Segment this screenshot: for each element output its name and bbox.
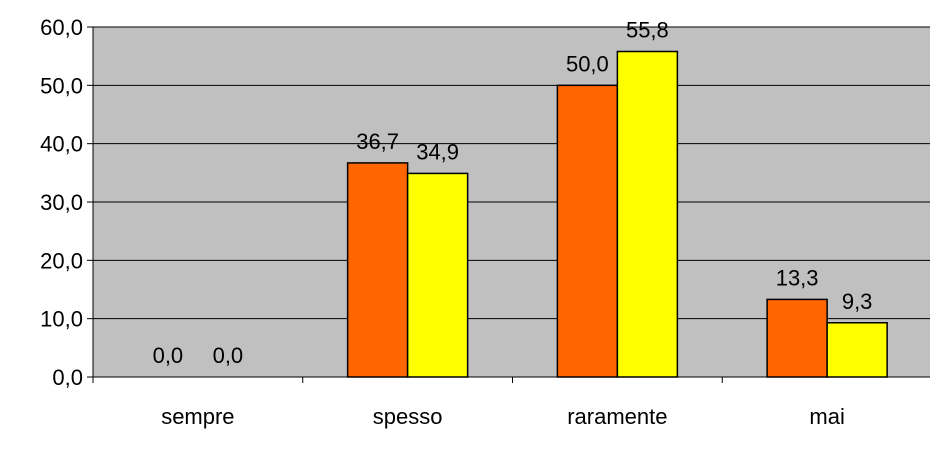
data-label: 0,0 bbox=[213, 343, 244, 368]
bar bbox=[406, 172, 469, 378]
gridlines bbox=[93, 26, 930, 320]
x-category-label: spesso bbox=[373, 404, 443, 429]
y-tick-label: 30,0 bbox=[40, 190, 83, 215]
x-tick-labels: sempre spesso raramente mai bbox=[161, 404, 845, 429]
data-label: 9,3 bbox=[842, 289, 873, 314]
data-label: 34,9 bbox=[416, 139, 459, 164]
x-category-label: mai bbox=[809, 404, 844, 429]
data-label: 0,0 bbox=[153, 343, 184, 368]
bar bbox=[616, 50, 679, 378]
y-tick-label: 20,0 bbox=[40, 248, 83, 273]
axes bbox=[87, 26, 930, 383]
y-tick-labels: 0,0 10,0 20,0 30,0 40,0 50,0 60,0 bbox=[40, 15, 83, 390]
y-tick-label: 10,0 bbox=[40, 307, 83, 332]
data-labels: 0,0 0,0 36,7 34,9 50,0 55,8 13,3 9,3 bbox=[153, 18, 873, 369]
data-label: 55,8 bbox=[626, 18, 669, 43]
y-tick-label: 50,0 bbox=[40, 73, 83, 98]
x-category-label: sempre bbox=[161, 404, 234, 429]
bar bbox=[346, 162, 409, 378]
data-label: 36,7 bbox=[356, 129, 399, 154]
bar bbox=[826, 322, 888, 378]
bar bbox=[766, 298, 828, 378]
data-label: 13,3 bbox=[776, 265, 819, 290]
y-tick-label: 40,0 bbox=[40, 132, 83, 157]
y-tick-label: 60,0 bbox=[40, 15, 83, 40]
bars bbox=[346, 50, 888, 378]
bar bbox=[556, 84, 619, 378]
data-label: 50,0 bbox=[566, 51, 609, 76]
y-tick-label: 0,0 bbox=[52, 365, 83, 390]
x-category-label: raramente bbox=[567, 404, 667, 429]
